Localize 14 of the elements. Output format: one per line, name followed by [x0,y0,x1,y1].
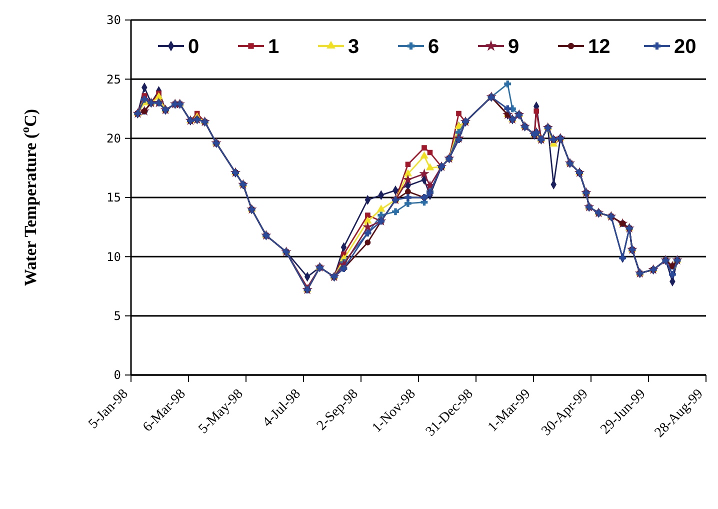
y-tick-label: 25 [106,72,121,86]
y-tick-label: 20 [106,132,121,146]
legend-label: 3 [348,36,360,58]
y-tick-label: 30 [106,13,121,28]
y-tick-label: 0 [114,368,121,382]
legend-label: 6 [428,36,440,58]
y-tick-label: 15 [106,190,121,205]
legend-label: 0 [188,36,200,58]
legend-label: 12 [588,36,610,58]
legend-label: 9 [508,36,520,58]
y-tick-label: 5 [114,309,121,324]
y-tick-label: 10 [106,250,121,264]
legend-label: 20 [674,36,696,58]
legend-label: 1 [268,36,280,58]
